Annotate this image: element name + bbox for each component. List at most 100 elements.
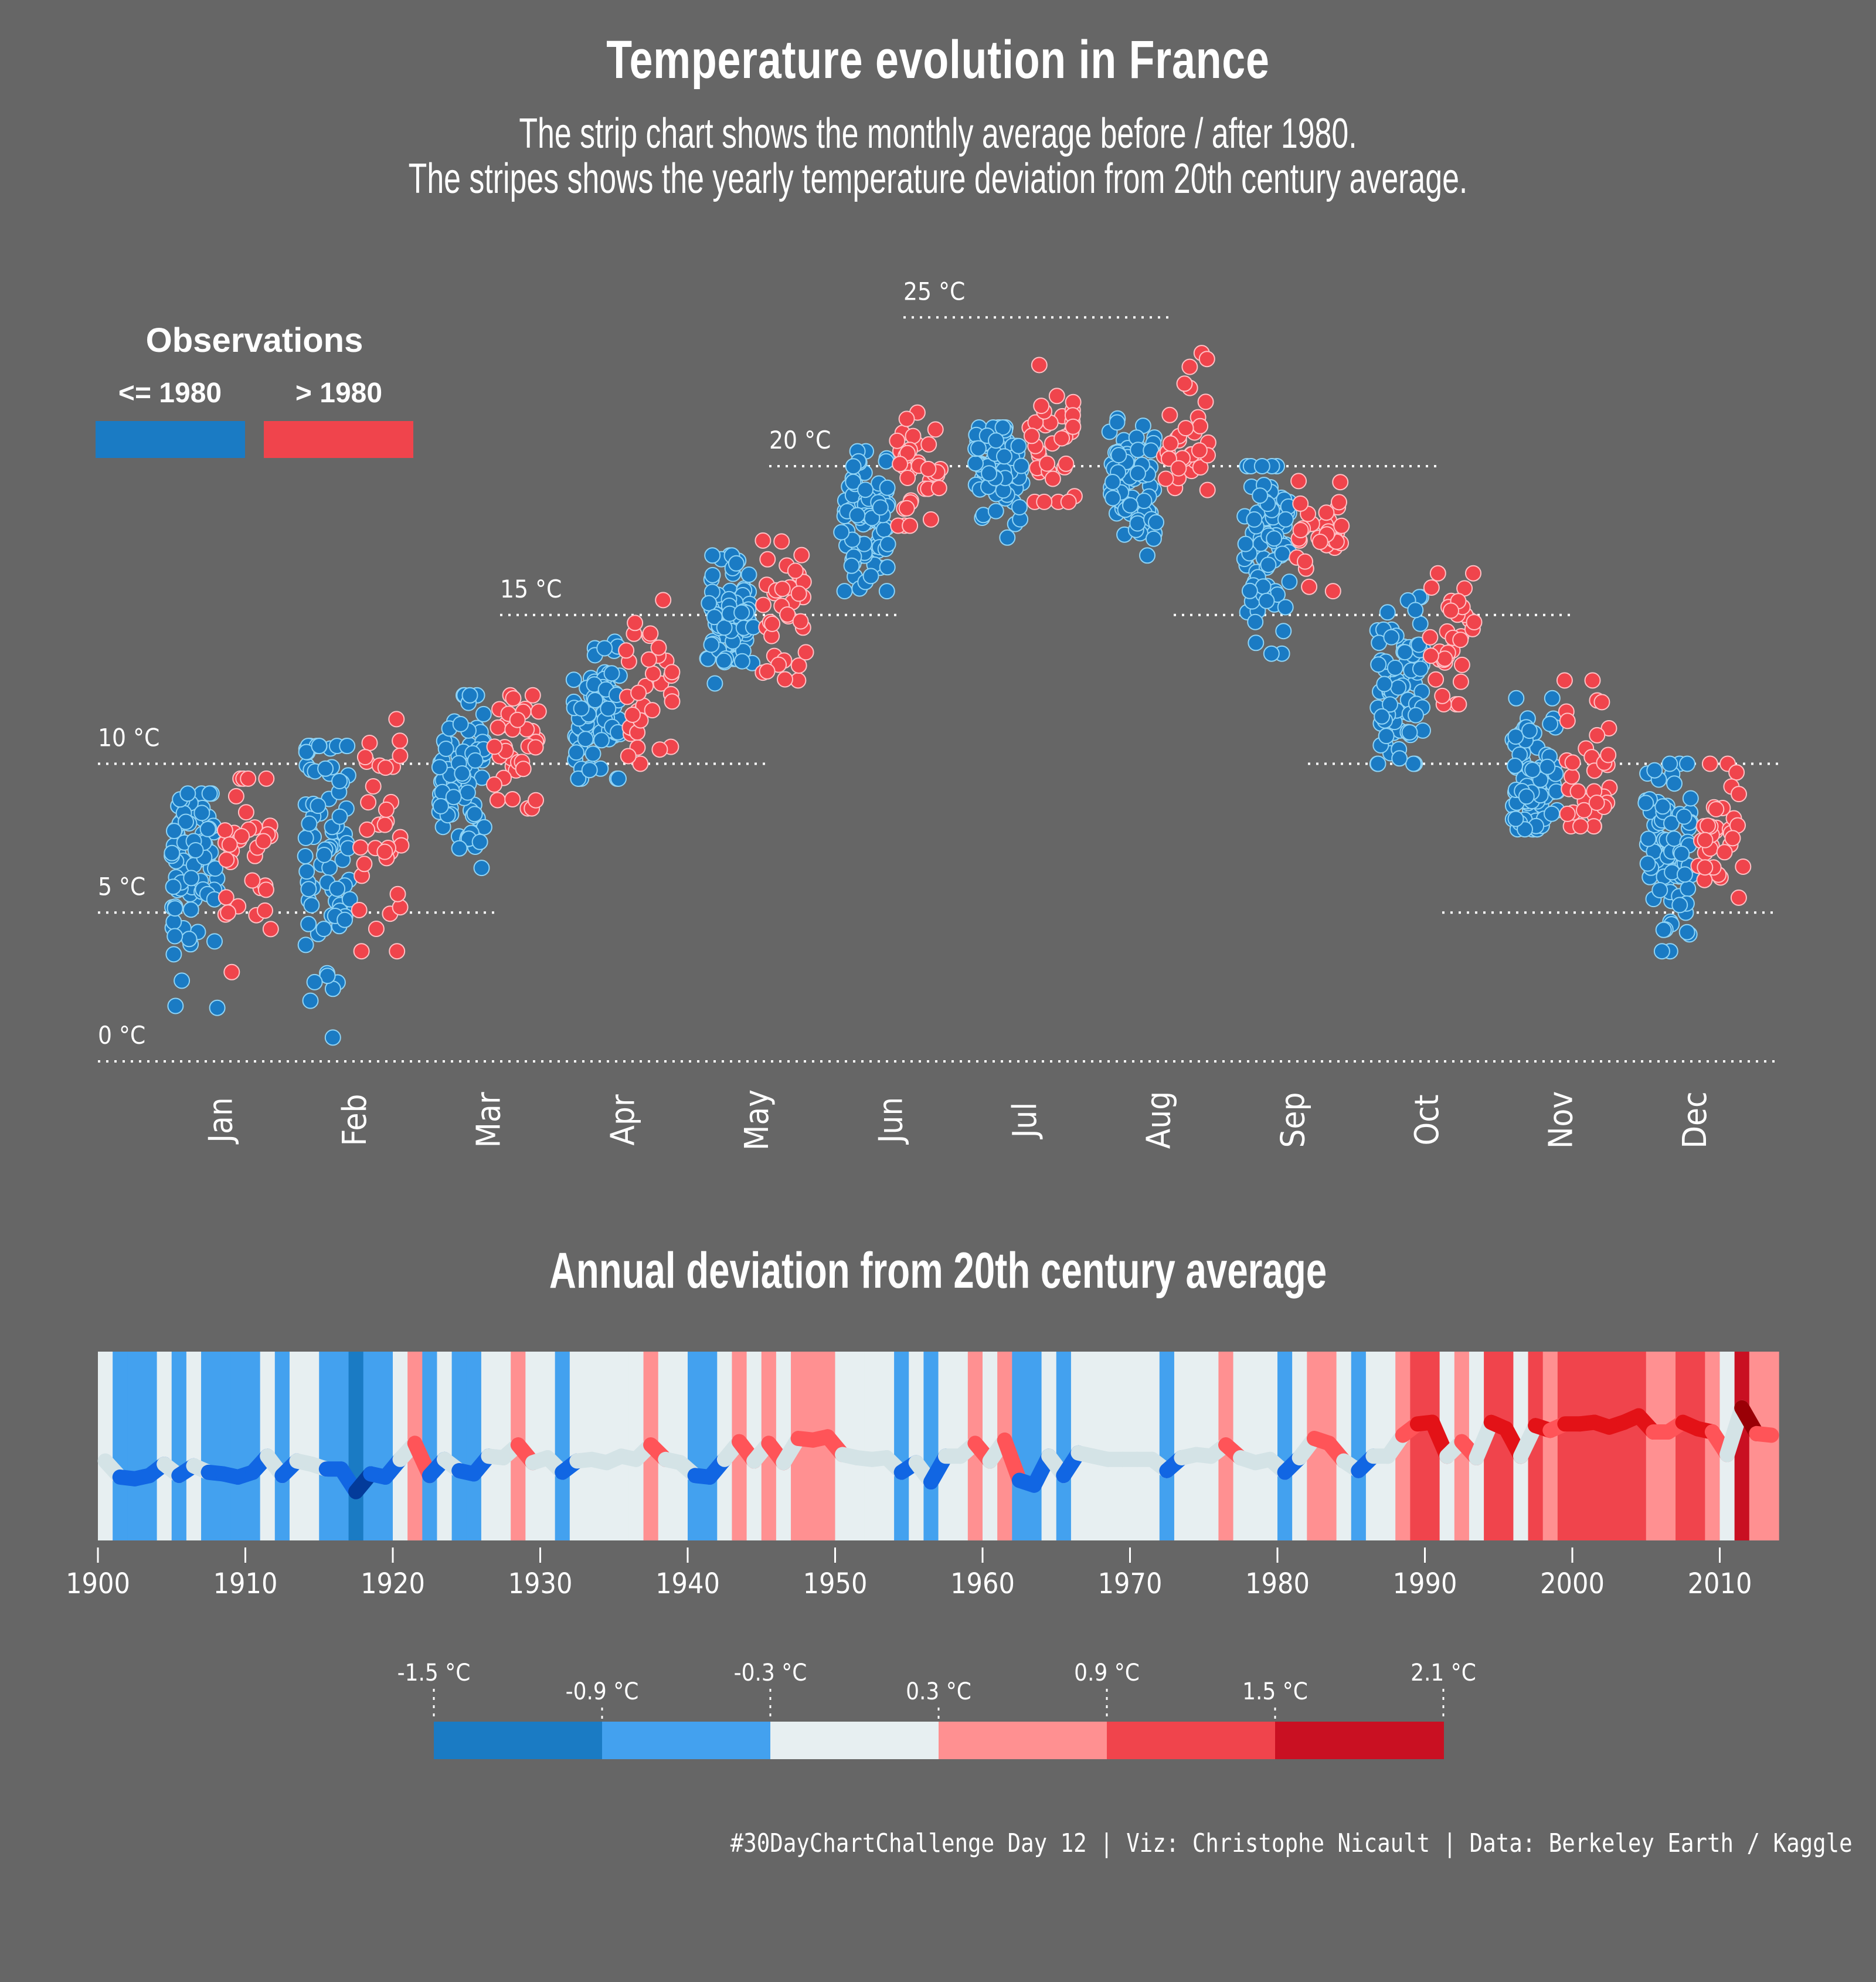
data-point [927, 421, 944, 438]
data-point [319, 968, 336, 985]
stripe-1907 [201, 1352, 216, 1540]
colorbar-break-label: 0.3 °C [906, 1678, 971, 1705]
data-point [1673, 846, 1690, 862]
data-point [892, 456, 909, 473]
data-point [1507, 810, 1524, 827]
data-point [1572, 818, 1589, 835]
data-point [392, 899, 409, 916]
data-point [1569, 783, 1586, 800]
color-scale-legend: -1.5 °C -0.9 °C -0.3 °C 0.3 °C 0.9 °C 1.5 °C 2… [397, 1659, 1476, 1759]
data-point [300, 915, 317, 932]
data-point [1422, 629, 1439, 646]
data-point [1292, 495, 1309, 512]
data-point [179, 785, 196, 802]
data-point [920, 460, 937, 477]
strip-group-jan-pre1980 [164, 785, 226, 1016]
year-tick-label: 1930 [508, 1567, 573, 1600]
data-point [1197, 393, 1214, 410]
subtitle-line-2: The stripes shows the yearly temperature… [408, 155, 1468, 202]
data-point [527, 739, 544, 756]
data-point [1655, 921, 1672, 938]
data-point [466, 806, 483, 823]
data-point [1161, 406, 1178, 423]
stripe-2007 [1676, 1352, 1691, 1540]
data-point [227, 788, 244, 805]
data-point [1157, 470, 1174, 487]
data-point [857, 481, 874, 498]
data-point [530, 703, 547, 720]
strip-group-jun-pre1980 [833, 443, 896, 600]
data-point [303, 897, 320, 914]
stripe-1913 [289, 1352, 305, 1540]
data-point [528, 792, 544, 809]
data-point [1145, 530, 1162, 547]
stripe-2004 [1631, 1352, 1647, 1540]
data-point [632, 755, 649, 772]
data-point [733, 653, 750, 670]
data-point [1311, 534, 1328, 550]
data-point [431, 759, 448, 776]
stripe-1980 [1277, 1352, 1293, 1540]
stripe-1979 [1262, 1352, 1278, 1540]
stripe-1940 [688, 1352, 703, 1540]
data-point [898, 410, 915, 427]
data-point [899, 470, 916, 486]
deviation-segment [1749, 1426, 1779, 1443]
stripe-1952 [864, 1352, 880, 1540]
data-point [624, 707, 641, 723]
stripe-1953 [879, 1352, 895, 1540]
data-point [297, 848, 314, 864]
data-point [1318, 504, 1335, 521]
stripe-1914 [304, 1352, 320, 1540]
month-label-apr: Apr [604, 1094, 642, 1145]
data-point [1039, 455, 1056, 472]
data-point [1507, 728, 1524, 745]
stripe-1955 [909, 1352, 924, 1540]
strip-group-aug-pre1980 [1101, 410, 1164, 564]
data-point [471, 833, 488, 850]
data-point [570, 770, 587, 787]
data-point [1728, 764, 1745, 781]
colorbar-swatch [434, 1722, 603, 1759]
data-point [1539, 758, 1556, 775]
strip-group-may-post1980 [755, 532, 814, 689]
stripe-1932 [569, 1352, 585, 1540]
data-point [166, 823, 182, 840]
data-point [878, 583, 895, 600]
stripe-1951 [849, 1352, 865, 1540]
data-point [218, 851, 235, 868]
data-point [504, 791, 521, 807]
month-label-nov: Nov [1542, 1091, 1581, 1149]
data-point [967, 455, 984, 472]
colorbar-swatch [1107, 1722, 1276, 1759]
data-point [459, 784, 476, 801]
data-point [879, 559, 896, 576]
stripe-1986 [1365, 1352, 1381, 1540]
stripe-1918 [363, 1352, 379, 1540]
data-point [1376, 676, 1393, 693]
data-point [1192, 418, 1209, 435]
stripe-1926 [481, 1352, 497, 1540]
colorbar-break-label: -0.3 °C [734, 1659, 807, 1686]
data-point [779, 606, 796, 623]
stripe-2002 [1602, 1352, 1617, 1540]
data-point [1237, 535, 1254, 552]
data-point [1466, 614, 1483, 630]
data-point [311, 738, 328, 755]
data-point [1452, 673, 1469, 690]
data-point [1370, 656, 1387, 673]
data-point [706, 609, 723, 626]
data-point [1423, 579, 1440, 596]
strip-group-sep-pre1980 [1236, 458, 1299, 662]
data-point [790, 657, 807, 674]
data-point [1382, 696, 1398, 713]
data-point [1260, 556, 1277, 573]
colorbar-break-label: -0.9 °C [566, 1678, 639, 1705]
data-point [920, 436, 937, 453]
data-point [618, 642, 635, 659]
data-point [361, 735, 378, 751]
data-point [1191, 442, 1208, 459]
data-point [1036, 493, 1053, 510]
data-point [315, 847, 332, 863]
data-point [650, 639, 667, 656]
